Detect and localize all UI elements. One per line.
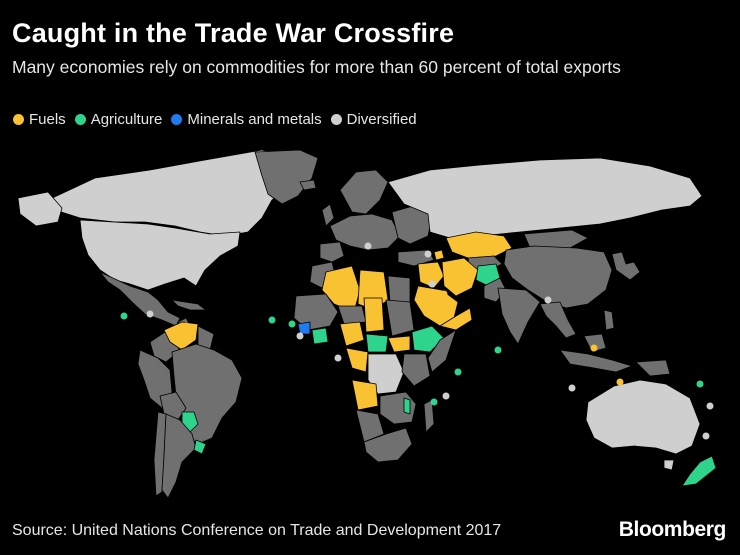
island-dot [442, 392, 450, 400]
island-dot [494, 346, 502, 354]
ivory-coast [311, 327, 329, 345]
argentina [161, 413, 197, 499]
korea-japan [611, 251, 641, 281]
island-dot [568, 384, 576, 392]
legend-label-agriculture: Agriculture [90, 111, 163, 128]
southeast-asia [539, 301, 577, 339]
united-states [79, 219, 241, 291]
island-dot [706, 402, 714, 410]
zambia-mozambique [379, 391, 417, 425]
sudan [385, 299, 415, 337]
ecuador-peru [137, 349, 173, 409]
island-dot [120, 312, 128, 320]
australia [585, 379, 701, 455]
legend-item-diversified: Diversified [330, 111, 417, 128]
chad [363, 297, 385, 333]
iceland [299, 179, 317, 191]
greenland [254, 150, 319, 205]
iberia [319, 241, 345, 263]
island-dot [428, 280, 436, 288]
legend-label-fuels: Fuels [29, 111, 66, 128]
kazakhstan [445, 231, 513, 259]
diversified-swatch [330, 114, 342, 125]
chart-title: Caught in the Trade War Crossfire [12, 18, 455, 48]
legend: Fuels Agriculture Minerals and metals Di… [13, 111, 426, 128]
uruguay [193, 439, 207, 455]
island-dot [616, 378, 624, 386]
bloomberg-logo: Bloomberg [618, 518, 727, 541]
island-dot [268, 316, 276, 324]
south-sudan [387, 335, 411, 353]
source-note: Source: United Nations Conference on Tra… [12, 522, 502, 539]
namibia-botswana [355, 409, 385, 443]
western-europe [329, 213, 401, 251]
niger [337, 305, 367, 325]
island-dot [696, 380, 704, 388]
world-map [17, 150, 717, 499]
legend-item-agriculture: Agriculture [74, 111, 163, 128]
island-dot [424, 250, 432, 258]
island-dot [146, 310, 154, 318]
west-africa [293, 293, 339, 331]
island-dot [440, 290, 448, 298]
central-african [365, 333, 389, 353]
angola [351, 379, 379, 411]
legend-label-diversified: Diversified [346, 111, 417, 128]
somalia [427, 329, 457, 373]
azerbaijan [433, 249, 445, 261]
minerals-swatch [171, 114, 183, 125]
egypt [387, 275, 411, 303]
philippines [603, 309, 615, 331]
russia [387, 157, 703, 239]
legend-label-minerals: Minerals and metals [187, 111, 322, 128]
fuels-swatch [13, 114, 24, 125]
island-dot [364, 242, 372, 250]
legend-item-fuels: Fuels [13, 111, 66, 128]
east-africa [401, 353, 431, 387]
island-dot [296, 332, 304, 340]
scandinavia [339, 169, 389, 215]
venezuela [163, 321, 199, 351]
malawi [403, 397, 411, 415]
island-dot [590, 344, 598, 352]
island-dot [430, 398, 438, 406]
alaska [17, 191, 63, 227]
island-dot [334, 354, 342, 362]
iran [441, 257, 479, 297]
borneo [583, 333, 607, 353]
yemen-oman [439, 307, 473, 331]
tasmania [663, 459, 675, 471]
india [497, 287, 541, 345]
uk [321, 203, 335, 227]
mongolia [523, 229, 589, 249]
cuba [171, 299, 207, 311]
island-dot [288, 320, 296, 328]
island-dot [544, 296, 552, 304]
chart-subtitle: Many economies rely on commodities for m… [12, 57, 621, 77]
island-dot [454, 368, 462, 376]
guinea [297, 321, 311, 335]
south-africa [363, 427, 413, 463]
island-dot [182, 322, 190, 330]
agriculture-swatch [74, 114, 86, 125]
syria-iraq [417, 261, 445, 289]
island-dot [702, 432, 710, 440]
new-zealand [681, 455, 717, 487]
china [503, 245, 613, 309]
nigeria [339, 321, 365, 347]
congo-drc [367, 353, 405, 395]
legend-item-minerals: Minerals and metals [171, 111, 322, 128]
cameroon-gabon [345, 347, 369, 373]
madagascar [423, 399, 435, 433]
papua-new-guinea [635, 359, 671, 377]
indonesia [559, 349, 633, 373]
